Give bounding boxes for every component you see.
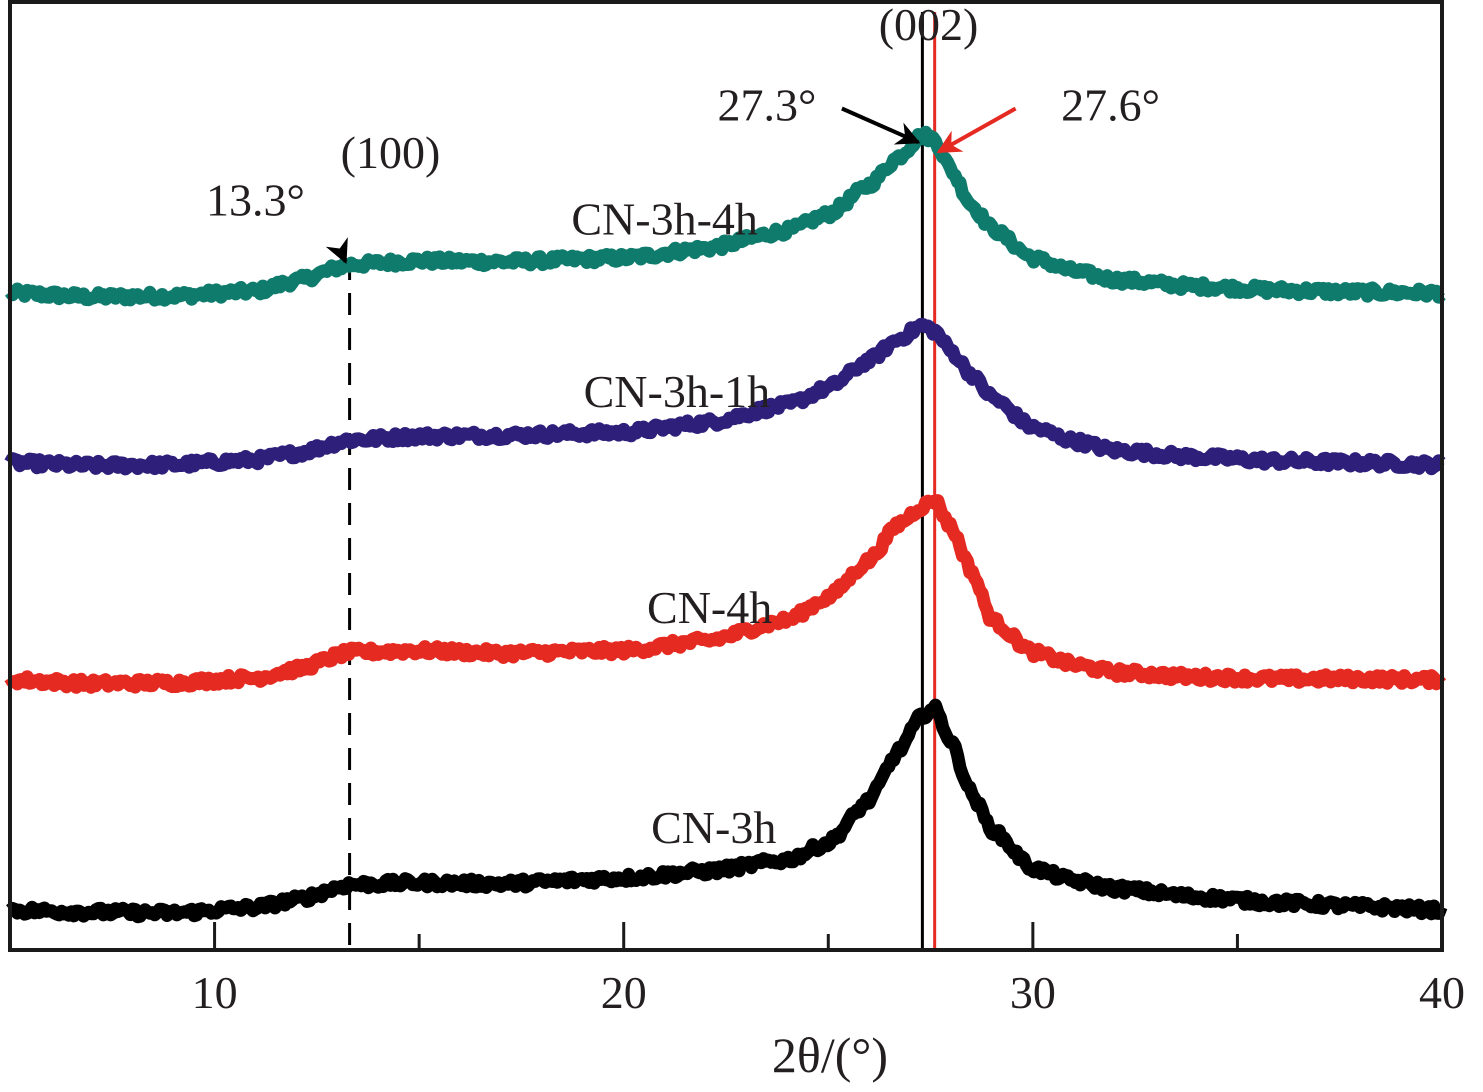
annotation-arrow-angle-27-6 <box>936 106 1017 154</box>
series-cn-3h-4h: CN-3h-4h <box>4 125 1446 307</box>
series-label-cn-3h-4h: CN-3h-4h <box>571 193 758 244</box>
plot-frame <box>8 0 1444 952</box>
annotation-angle-13-3: 13.3° <box>206 174 305 225</box>
annotation-arrow-angle-27-3 <box>841 106 921 145</box>
annotations: (002) (100) 13.3° 27.3° 27.6° <box>206 0 1160 264</box>
annotation-arrow-angle-13-3 <box>325 237 348 264</box>
annotation-hkl-100: (100) <box>341 127 441 178</box>
series-line-cn-3h <box>6 698 1448 924</box>
series-line-cn-3h-4h <box>4 125 1446 307</box>
series-cn-4h: CN-4h <box>4 494 1447 694</box>
series-line-cn-3h-1h <box>4 317 1446 476</box>
series-label-cn-3h: CN-3h <box>651 802 776 853</box>
series-layer: CN-3h-4h CN-3h-1h CN-4h CN-3h <box>4 125 1448 924</box>
series-label-cn-3h-1h: CN-3h-1h <box>584 366 771 417</box>
annotation-hkl-002: (002) <box>879 0 979 50</box>
x-tick-label: 30 <box>1010 967 1056 1018</box>
x-axis-title: 2θ/(°) <box>772 1027 888 1083</box>
axes-frame <box>8 0 1444 952</box>
series-cn-3h-1h: CN-3h-1h <box>4 317 1446 476</box>
x-axis-ticks: 10 20 30 40 <box>192 922 1465 1018</box>
series-label-cn-4h: CN-4h <box>647 582 772 633</box>
reference-lines <box>348 12 937 950</box>
series-cn-3h: CN-3h <box>6 698 1448 924</box>
annotation-angle-27-3: 27.3° <box>717 80 816 131</box>
annotation-angle-27-6: 27.6° <box>1061 80 1160 131</box>
x-tick-label: 40 <box>1419 967 1465 1018</box>
series-line-cn-4h <box>4 494 1447 694</box>
x-tick-label: 10 <box>192 967 238 1018</box>
x-tick-label: 20 <box>601 967 647 1018</box>
